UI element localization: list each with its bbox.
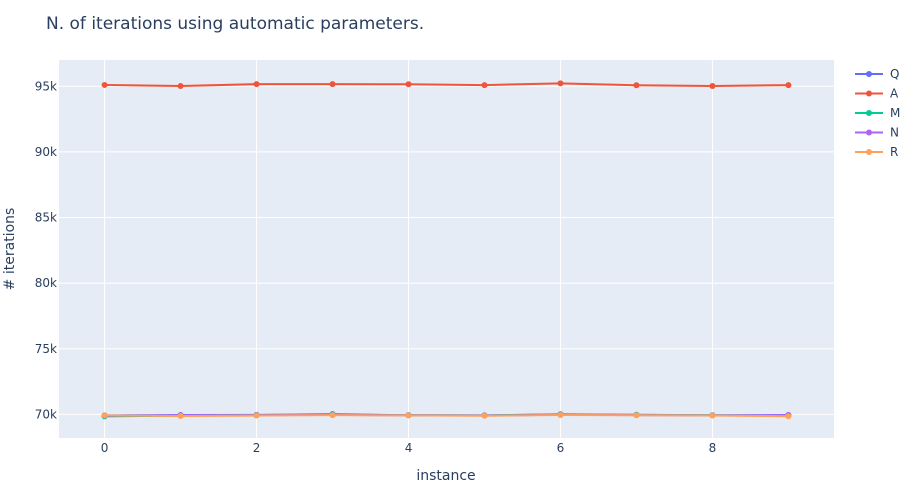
legend-marker-swatch <box>866 110 872 116</box>
legend-label: A <box>890 87 899 101</box>
series-line-a <box>104 82 789 87</box>
y-tick-label: 90k <box>35 145 57 159</box>
series-layer <box>101 80 792 420</box>
data-point <box>709 412 716 419</box>
legend-item-a[interactable]: A <box>855 87 899 101</box>
series-line-r <box>104 414 789 418</box>
x-tick-label: 8 <box>709 441 717 455</box>
y-axis-title: # iterations <box>2 208 18 291</box>
y-axis-ticks: 70k 75k 80k 85k 90k 95k <box>35 79 57 421</box>
data-point <box>785 82 792 89</box>
data-point <box>785 413 792 420</box>
y-tick-label: 70k <box>35 407 57 421</box>
data-point <box>329 412 336 419</box>
data-point <box>633 412 640 419</box>
legend-label: N <box>890 126 899 140</box>
data-point <box>177 82 184 89</box>
x-axis-title: instance <box>416 468 475 484</box>
y-tick-label: 80k <box>35 276 57 290</box>
data-point <box>405 412 412 419</box>
data-point <box>253 412 260 419</box>
y-tick-label: 85k <box>35 211 57 225</box>
legend-marker-swatch <box>866 90 872 97</box>
data-point <box>177 412 184 419</box>
x-axis-ticks: 0 2 4 6 8 <box>101 441 716 455</box>
data-point <box>253 81 260 88</box>
data-point <box>405 81 412 88</box>
legend-marker-swatch <box>866 129 872 136</box>
series-r <box>101 412 792 420</box>
legend-label: R <box>890 145 898 159</box>
legend-item-n[interactable]: N <box>855 126 899 140</box>
legend-item-r[interactable]: R <box>855 145 898 159</box>
legend-marker-swatch <box>866 71 872 77</box>
legend-label: Q <box>890 67 899 81</box>
data-point <box>709 82 716 89</box>
data-point <box>481 412 488 419</box>
data-point <box>557 80 564 87</box>
data-point <box>557 412 564 419</box>
data-point <box>481 82 488 89</box>
chart-title: N. of iterations using automatic paramet… <box>46 14 424 34</box>
y-tick-label: 95k <box>35 79 57 93</box>
plot-area <box>59 60 834 438</box>
x-tick-label: 0 <box>101 441 109 455</box>
data-point <box>633 82 640 89</box>
data-point <box>101 81 108 88</box>
series-a <box>101 80 792 89</box>
x-tick-label: 2 <box>253 441 261 455</box>
legend-item-q[interactable]: Q <box>855 67 899 81</box>
data-point <box>329 81 336 88</box>
x-tick-label: 6 <box>557 441 565 455</box>
legend-marker-swatch <box>866 149 872 155</box>
data-point <box>101 412 108 419</box>
x-tick-label: 4 <box>405 441 413 455</box>
y-tick-label: 75k <box>35 342 57 356</box>
legend-label: M <box>890 106 900 120</box>
legend-item-m[interactable]: M <box>855 106 900 120</box>
